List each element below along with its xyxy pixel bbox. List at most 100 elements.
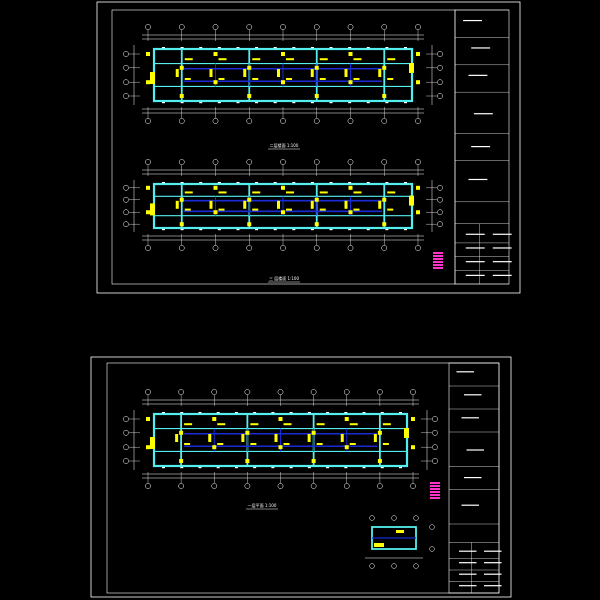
annotation-block bbox=[208, 434, 212, 442]
column bbox=[213, 80, 218, 85]
title-block bbox=[454, 9, 512, 285]
annotation-tag bbox=[184, 78, 191, 80]
wall-tick bbox=[404, 182, 407, 184]
axis-bubble-bottom bbox=[413, 563, 419, 569]
title-block-text bbox=[459, 585, 477, 587]
column bbox=[247, 65, 252, 70]
title-block-text bbox=[468, 178, 488, 181]
sheet-2: 一层平面 1:100 bbox=[90, 356, 512, 598]
wall-tick bbox=[198, 412, 202, 414]
axis-bubble-top bbox=[347, 159, 354, 165]
annotation-tag bbox=[252, 191, 261, 194]
annotation-tag bbox=[286, 58, 294, 61]
wall-tick bbox=[366, 47, 370, 49]
wall-tick bbox=[273, 102, 277, 104]
wall-tick bbox=[234, 412, 238, 414]
annotation-tag bbox=[387, 78, 394, 80]
wall-tick bbox=[273, 182, 277, 184]
axis-bubble-bottom bbox=[313, 118, 320, 124]
column bbox=[213, 210, 218, 215]
axis-bubble-left bbox=[123, 64, 129, 71]
axis-bubble-top bbox=[178, 24, 185, 30]
column bbox=[348, 52, 353, 56]
detail-annotation bbox=[396, 530, 404, 533]
column bbox=[314, 222, 319, 227]
wall-tick bbox=[399, 412, 402, 414]
plan-title: 一层平面 1:100 bbox=[248, 502, 277, 508]
annotation-tag bbox=[184, 423, 193, 426]
title-block-text bbox=[464, 477, 482, 479]
title-block bbox=[448, 362, 502, 594]
sheet-1: 二层楼面 1:100 三 层楼面 1:100 bbox=[96, 1, 521, 294]
column bbox=[382, 197, 387, 202]
annotation-block bbox=[409, 195, 414, 206]
annotation-block bbox=[310, 200, 314, 209]
axis-bubble-bottom bbox=[347, 118, 354, 124]
annotation-tag bbox=[353, 208, 360, 211]
axis-bubble-top bbox=[211, 389, 218, 395]
axis-bubble-right bbox=[429, 524, 435, 530]
column bbox=[212, 417, 217, 421]
annotation-tag bbox=[283, 443, 290, 445]
title-block-text bbox=[484, 562, 502, 564]
annotation-tag bbox=[218, 208, 225, 211]
axis-bubble-top bbox=[415, 24, 421, 30]
axis-bubble-bottom bbox=[277, 483, 284, 489]
wall-tick bbox=[198, 467, 202, 469]
stamp-bar bbox=[430, 485, 440, 487]
annotation-tag bbox=[218, 191, 227, 194]
approval-stamp bbox=[433, 252, 443, 269]
annotation-tag bbox=[184, 443, 191, 445]
axis-bubble-top bbox=[277, 389, 284, 395]
axis-bubble-right bbox=[437, 184, 443, 191]
axis-bubble-top bbox=[313, 159, 320, 165]
annotation-tag bbox=[353, 58, 362, 61]
axis-bubble-left bbox=[123, 196, 129, 203]
wall-tick bbox=[255, 229, 259, 231]
stamp-bar bbox=[430, 494, 440, 496]
axis-bubble-bottom bbox=[415, 245, 421, 251]
wall-tick bbox=[255, 182, 259, 184]
axis-bubble-top bbox=[413, 515, 419, 521]
annotation-block bbox=[175, 69, 179, 77]
wall-tick bbox=[326, 412, 330, 414]
annotation-block bbox=[150, 72, 155, 84]
annotation-block bbox=[175, 434, 179, 442]
annotation-block bbox=[277, 69, 280, 77]
column bbox=[344, 417, 349, 421]
annotation-block bbox=[378, 200, 382, 209]
title-block-text bbox=[465, 233, 485, 235]
axis-bubble-top bbox=[381, 159, 388, 165]
title-block-text bbox=[484, 550, 502, 552]
axis-bubble-right bbox=[437, 221, 443, 228]
annotation-block bbox=[373, 434, 377, 442]
wall-tick bbox=[180, 412, 184, 414]
wall-tick bbox=[217, 182, 221, 184]
axis-bubble-top bbox=[280, 24, 286, 30]
wall-tick bbox=[385, 182, 389, 184]
column bbox=[212, 445, 217, 450]
axis-bubble-bottom bbox=[381, 118, 388, 124]
column bbox=[247, 222, 252, 227]
axis-bubble-bottom bbox=[369, 563, 375, 569]
wall-tick bbox=[199, 47, 203, 49]
plan-title: 三 层楼面 1:100 bbox=[269, 275, 300, 281]
annotation-block bbox=[344, 200, 348, 209]
wall-tick bbox=[344, 467, 348, 469]
floor-plan: 三 层楼面 1:100 bbox=[123, 159, 443, 283]
column bbox=[281, 210, 285, 215]
annotation-block bbox=[243, 69, 247, 77]
column bbox=[146, 80, 150, 85]
column bbox=[245, 430, 250, 435]
column bbox=[146, 445, 150, 450]
axis-bubble-right bbox=[432, 458, 438, 464]
axis-bubble-bottom bbox=[145, 245, 151, 251]
axis-bubble-bottom bbox=[343, 483, 350, 489]
axis-bubble-bottom bbox=[280, 245, 286, 251]
column bbox=[146, 185, 150, 190]
axis-bubble-top bbox=[391, 515, 397, 521]
detail-annotation bbox=[374, 543, 384, 547]
column bbox=[314, 197, 319, 202]
wall-tick bbox=[329, 182, 333, 184]
column bbox=[179, 430, 184, 435]
